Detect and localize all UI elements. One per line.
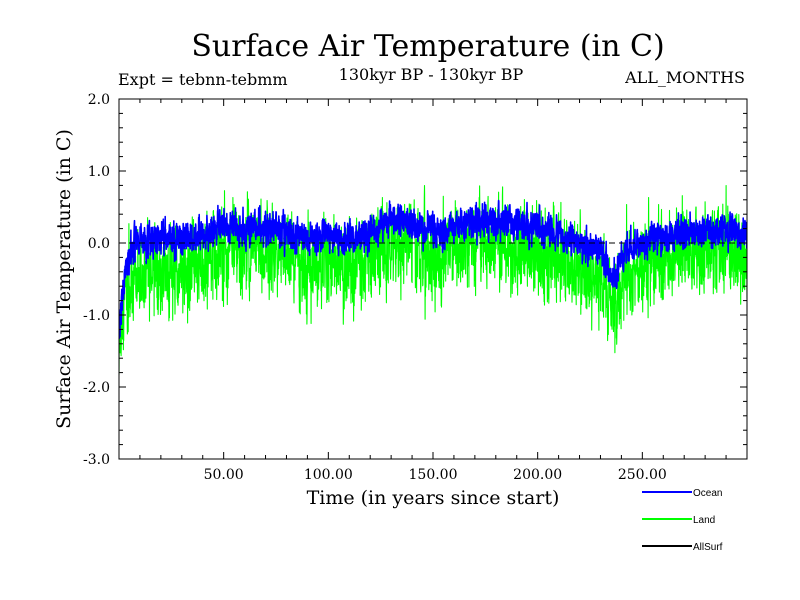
x-tick-label: 50.00	[204, 467, 244, 483]
x-tick-label: 200.00	[513, 467, 562, 483]
legend-label-allsurf: AllSurf	[693, 542, 723, 553]
chart-title: Surface Air Temperature (in C)	[191, 29, 664, 64]
legend-label-ocean: Ocean	[693, 488, 722, 499]
x-tick-label: 150.00	[409, 467, 458, 483]
x-axis-label: Time (in years since start)	[307, 487, 560, 509]
y-tick-label: -1.0	[83, 308, 110, 324]
y-axis: -3.0 -2.0 -1.0 0.0 1.0 2.0	[83, 92, 747, 468]
subtitle-right: ALL_MONTHS	[624, 68, 745, 87]
subtitle-center: 130kyr BP - 130kyr BP	[339, 65, 524, 84]
y-tick-label: -2.0	[83, 380, 110, 396]
x-axis: 50.00 100.00 150.00 200.00 250.00	[139, 99, 727, 483]
y-tick-label: 2.0	[88, 92, 110, 108]
subtitle-left: Expt = tebnn-tebmm	[118, 70, 288, 89]
x-tick-label: 100.00	[304, 467, 353, 483]
x-tick-label: 250.00	[618, 467, 667, 483]
y-tick-label: 1.0	[88, 164, 110, 180]
legend: Ocean Land AllSurf	[642, 488, 723, 553]
y-axis-label: Surface Air Temperature (in C)	[53, 129, 75, 429]
legend-label-land: Land	[693, 515, 715, 526]
series-layer	[119, 185, 747, 376]
y-tick-label: 0.0	[88, 236, 110, 252]
y-tick-label: -3.0	[83, 452, 110, 468]
